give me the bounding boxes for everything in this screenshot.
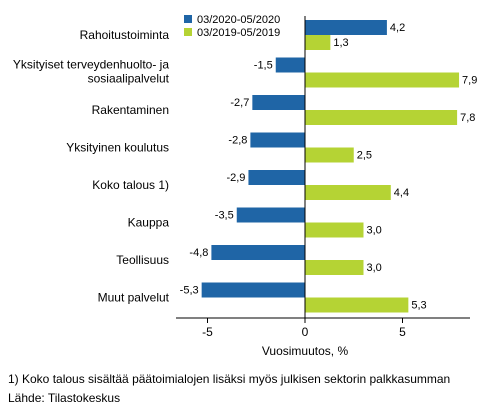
bar-series1 <box>236 207 305 223</box>
x-tick-label: -5 <box>202 325 213 339</box>
data-label: 7,8 <box>460 112 475 124</box>
category-label: Teollisuus <box>116 253 169 267</box>
category-label: Kauppa <box>128 216 170 230</box>
bar-series2 <box>305 35 331 50</box>
bar-series2 <box>305 297 409 313</box>
category-label: Rakentaminen <box>92 103 169 117</box>
data-label: -1,5 <box>254 60 273 72</box>
x-axis-title: Vuosimuutos, % <box>262 344 349 358</box>
bar-series2 <box>305 110 458 125</box>
legend-label: 03/2019-05/2019 <box>197 27 280 39</box>
data-label: 2,5 <box>357 150 372 162</box>
legend-swatch <box>184 15 192 23</box>
bar-series2 <box>305 72 460 88</box>
bar-series2 <box>305 185 391 200</box>
x-tick-label: 5 <box>399 325 406 339</box>
data-label: 3,0 <box>367 262 382 274</box>
legend-label: 03/2020-05/2020 <box>197 14 280 26</box>
legend-swatch <box>184 28 192 36</box>
category-label: Muut palvelut <box>98 291 170 305</box>
category-label: sosiaalipalvelut <box>88 72 170 86</box>
data-label: 7,9 <box>462 75 477 87</box>
data-label: -3,5 <box>215 210 234 222</box>
bar-series1 <box>305 20 387 35</box>
bar-series1 <box>211 245 305 260</box>
source-note: Lähde: Tilastokeskus <box>8 391 121 405</box>
data-label: 4,4 <box>394 187 409 199</box>
footnote: 1) Koko talous sisältää päätoimialojen l… <box>8 372 451 386</box>
category-label: Yksityiset terveydenhuolto- ja <box>13 58 169 72</box>
data-label: 3,0 <box>367 225 382 237</box>
category-label: Rahoitustoiminta <box>80 28 170 42</box>
data-label: -2,9 <box>226 172 245 184</box>
x-tick-label: 0 <box>302 325 309 339</box>
bar-series2 <box>305 147 354 163</box>
data-label: 4,2 <box>390 22 405 34</box>
data-label: -2,8 <box>228 135 247 147</box>
bar-series2 <box>305 222 364 238</box>
data-label: -5,3 <box>180 285 199 297</box>
data-label: -2,7 <box>230 97 249 109</box>
bar-series1 <box>275 57 305 73</box>
bar-series2 <box>305 260 364 275</box>
category-label: Yksityinen koulutus <box>66 141 169 155</box>
data-label: -4,8 <box>189 247 208 259</box>
data-label: 1,3 <box>333 37 348 49</box>
bar-series1 <box>201 282 305 298</box>
bar-series1 <box>250 132 305 148</box>
bar-series1 <box>252 95 305 110</box>
category-label: Koko talous 1) <box>92 178 169 192</box>
data-label: 5,3 <box>411 300 426 312</box>
bar-series1 <box>248 170 305 185</box>
